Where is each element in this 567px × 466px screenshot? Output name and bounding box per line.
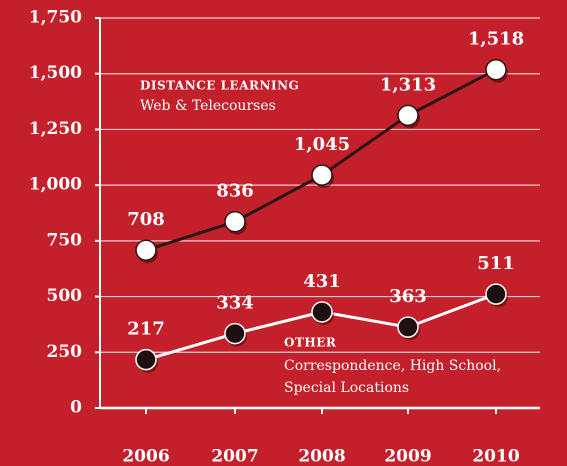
y-tick-label: 1,500 xyxy=(29,63,82,83)
marker xyxy=(311,164,333,186)
y-tick-label: 500 xyxy=(47,286,83,306)
marker xyxy=(224,210,246,233)
x-tick-label: 2010 xyxy=(472,447,519,466)
y-tick-label: 0 xyxy=(70,398,82,418)
data-label: 217 xyxy=(127,319,165,340)
annotation: Special Locations xyxy=(284,380,409,396)
data-label: 431 xyxy=(303,271,341,292)
marker xyxy=(135,239,157,261)
x-tick-label: 2009 xyxy=(384,447,431,466)
x-tick-label: 2007 xyxy=(211,447,258,466)
legend-label: DISTANCE LEARNING xyxy=(140,79,299,93)
data-label: 1,313 xyxy=(380,74,436,95)
data-label: 836 xyxy=(216,181,254,202)
data-label: 363 xyxy=(389,286,427,307)
data-label: 1,518 xyxy=(468,29,524,50)
marker xyxy=(397,316,419,338)
marker xyxy=(311,301,333,323)
y-tick-label: 1,750 xyxy=(29,8,82,28)
annotation: Correspondence, High School, xyxy=(284,358,501,374)
legend-label: OTHER xyxy=(284,336,337,350)
marker xyxy=(397,104,419,127)
x-tick-label: 2008 xyxy=(298,447,345,466)
data-label: 708 xyxy=(127,209,165,230)
data-label: 334 xyxy=(216,293,254,314)
data-label: 511 xyxy=(477,253,515,274)
marker xyxy=(485,58,507,81)
annotation: Web & Telecourses xyxy=(140,98,276,114)
marker xyxy=(224,322,246,345)
y-tick-label: 250 xyxy=(47,342,83,362)
x-tick-label: 2006 xyxy=(122,447,169,466)
data-label: 1,045 xyxy=(294,134,350,155)
y-tick-label: 1,250 xyxy=(29,119,82,139)
y-tick-label: 750 xyxy=(47,230,83,250)
marker xyxy=(485,283,507,305)
marker xyxy=(135,348,157,371)
y-tick-label: 1,000 xyxy=(29,175,82,195)
